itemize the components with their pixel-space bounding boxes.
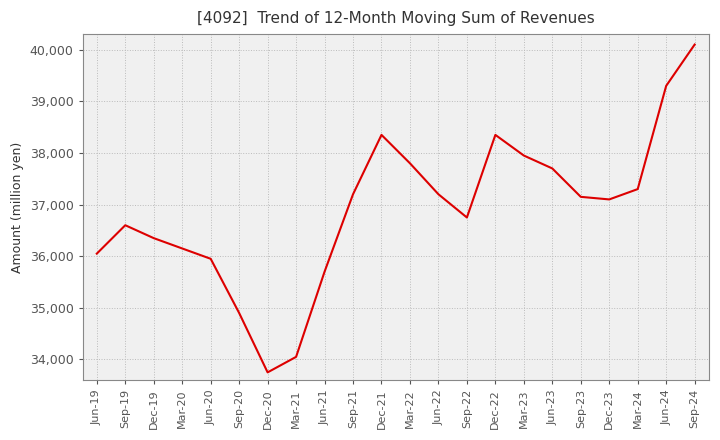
Y-axis label: Amount (million yen): Amount (million yen) xyxy=(11,142,24,273)
Title: [4092]  Trend of 12-Month Moving Sum of Revenues: [4092] Trend of 12-Month Moving Sum of R… xyxy=(197,11,595,26)
